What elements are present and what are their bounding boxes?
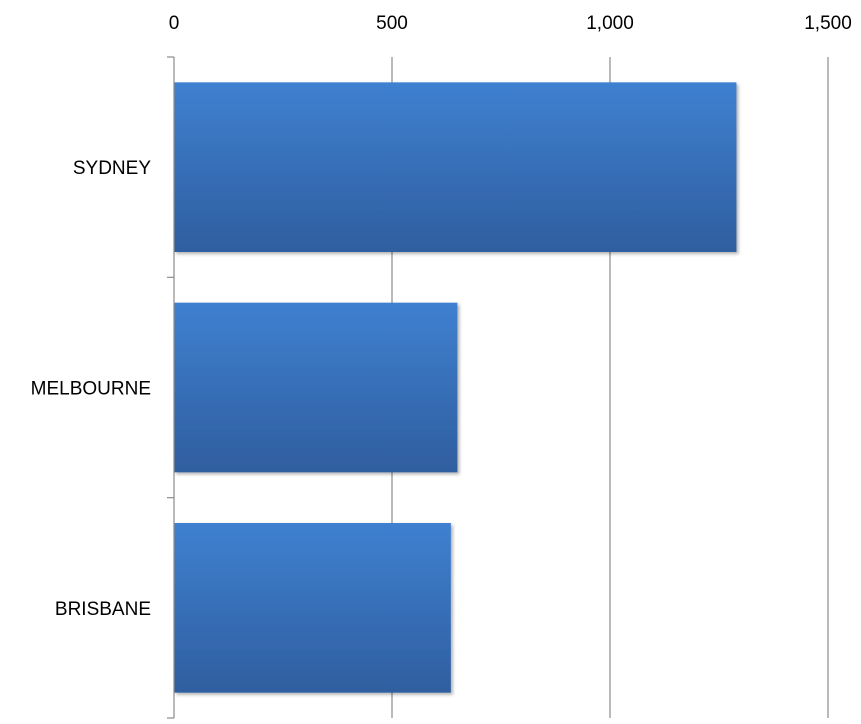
bar-sydney [174,82,737,252]
category-labels: SYDNEY MELBOURNE BRISBANE [31,158,152,620]
x-tick-label: 1,000 [586,13,634,34]
x-axis-ticks: 0 500 1,000 1,500 [169,13,852,34]
category-label: MELBOURNE [31,379,151,400]
y-axis [167,56,175,719]
x-tick-label: 0 [169,13,180,34]
x-tick-label: 500 [376,13,408,34]
bars [174,82,737,693]
category-label: BRISBANE [55,599,151,620]
bar-melbourne [174,302,458,473]
x-tick-label: 1,500 [804,13,852,34]
category-label: SYDNEY [73,158,151,179]
bar-brisbane [174,523,451,693]
